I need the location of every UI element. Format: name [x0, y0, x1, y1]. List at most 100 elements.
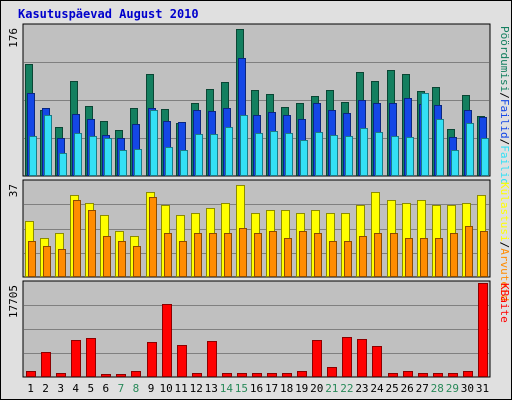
- bar-top-s3-day-25: [391, 136, 399, 176]
- bar-bottom-s1-day-5: [86, 338, 96, 377]
- legend-item-hits: Külastusi: [498, 182, 511, 242]
- xtick-day-25: 25: [385, 382, 398, 395]
- bar-top-s3-day-1: [29, 136, 37, 176]
- bar-middle-s2-day-14: [224, 233, 232, 277]
- bar-bottom-s1-day-16: [252, 373, 262, 377]
- bar-bottom-s1-day-19: [297, 371, 307, 377]
- xtick-day-27: 27: [416, 382, 429, 395]
- legend-separator: /: [498, 92, 511, 99]
- xtick-day-3: 3: [57, 382, 64, 395]
- bar-bottom-s1-day-26: [403, 371, 413, 377]
- xtick-day-8: 8: [133, 382, 140, 395]
- bar-top-s3-day-3: [59, 153, 67, 176]
- bar-bottom-s1-day-12: [192, 373, 202, 377]
- bar-bottom-s1-day-24: [372, 346, 382, 377]
- bar-bottom-s1-day-30: [463, 371, 473, 377]
- bar-middle-s2-day-6: [103, 236, 111, 277]
- bar-top-s3-day-13: [210, 134, 218, 176]
- bar-top-s3-day-16: [255, 133, 263, 176]
- legend-separator: /: [498, 242, 511, 249]
- bar-bottom-s1-day-7: [116, 374, 126, 377]
- xtick-day-28: 28: [431, 382, 444, 395]
- bar-middle-s2-day-26: [405, 238, 413, 277]
- xtick-day-14: 14: [220, 382, 234, 395]
- bar-bottom-s1-day-31: [478, 283, 488, 377]
- bar-bottom-s1-day-21: [327, 367, 337, 377]
- bar-middle-s2-day-19: [299, 231, 307, 277]
- bar-bottom-s1-day-17: [267, 373, 277, 377]
- bar-top-s3-day-12: [195, 134, 203, 176]
- bar-bottom-s1-day-3: [56, 373, 66, 377]
- bar-middle-s2-day-11: [179, 241, 187, 277]
- bar-top-s3-day-15: [240, 115, 248, 176]
- xtick-day-18: 18: [280, 382, 293, 395]
- bar-middle-s2-day-23: [359, 236, 367, 277]
- xtick-day-7: 7: [118, 382, 125, 395]
- bar-middle-s2-day-16: [254, 233, 262, 277]
- xtick-day-2: 2: [42, 382, 49, 395]
- bar-top-s3-day-5: [89, 136, 97, 176]
- legend-item-files: Failid: [498, 145, 511, 185]
- xtick-day-13: 13: [205, 382, 218, 395]
- ytick-middle: 37: [7, 184, 20, 197]
- bar-middle-s2-day-27: [420, 238, 428, 277]
- bar-middle-s2-day-7: [118, 241, 126, 277]
- chart-title: Kasutuspäevad August 2010: [18, 7, 199, 21]
- bar-middle-s2-day-10: [164, 233, 172, 277]
- xtick-day-15: 15: [235, 382, 248, 395]
- bar-bottom-s1-day-18: [282, 373, 292, 377]
- bar-top-s3-day-6: [104, 138, 112, 176]
- bar-top-s3-day-28: [436, 119, 444, 176]
- xtick-day-20: 20: [310, 382, 323, 395]
- xtick-day-31: 31: [476, 382, 489, 395]
- bar-top-s3-day-23: [360, 128, 368, 176]
- bar-bottom-s1-day-9: [147, 342, 157, 377]
- bar-top-s3-day-30: [466, 123, 474, 176]
- xtick-day-4: 4: [72, 382, 79, 395]
- bar-bottom-s1-day-14: [222, 373, 232, 377]
- bar-middle-s2-day-8: [133, 246, 141, 277]
- bar-middle-s2-day-28: [435, 238, 443, 277]
- bar-middle-s2-day-18: [284, 238, 292, 277]
- bar-bottom-s1-day-28: [433, 373, 443, 377]
- legend-item-sites: Arvuteid: [498, 248, 511, 301]
- bar-middle-s2-day-2: [43, 246, 51, 277]
- legend-item-kbytes: KBaite: [498, 283, 511, 323]
- bar-bottom-s1-day-6: [101, 374, 111, 377]
- bar-middle-s2-day-4: [73, 200, 81, 277]
- xtick-day-22: 22: [340, 382, 353, 395]
- bar-top-s3-day-2: [44, 115, 52, 176]
- legend-top: Pöördumisi/Failid/Failid: [498, 26, 511, 185]
- bar-top-s3-day-8: [134, 149, 142, 176]
- bar-top-s3-day-7: [119, 150, 127, 176]
- bar-middle-s2-day-15: [239, 228, 247, 277]
- bar-bottom-s1-day-20: [312, 340, 322, 377]
- xtick-day-30: 30: [461, 382, 474, 395]
- legend-item-visits: Pöördumisi: [498, 26, 511, 92]
- bar-bottom-s1-day-23: [357, 339, 367, 377]
- bar-middle-s2-day-29: [450, 233, 458, 277]
- bar-top-s3-day-10: [165, 147, 173, 176]
- bar-middle-s2-day-20: [314, 233, 322, 277]
- xtick-day-23: 23: [355, 382, 368, 395]
- legend-item-pages: Failid: [498, 99, 511, 139]
- bar-bottom-s1-day-11: [177, 345, 187, 377]
- bar-middle-s2-day-22: [344, 241, 352, 277]
- xtick-day-9: 9: [148, 382, 155, 395]
- bar-middle-s2-day-13: [209, 233, 217, 277]
- xtick-day-12: 12: [190, 382, 203, 395]
- xtick-day-5: 5: [87, 382, 94, 395]
- bar-top-s3-day-24: [375, 132, 383, 176]
- bar-top-s3-day-29: [451, 150, 459, 176]
- xtick-day-21: 21: [325, 382, 338, 395]
- xtick-day-19: 19: [295, 382, 308, 395]
- bar-middle-s2-day-9: [149, 197, 157, 277]
- bar-middle-s2-day-24: [374, 233, 382, 277]
- bar-middle-s2-day-12: [194, 233, 202, 277]
- xtick-day-24: 24: [370, 382, 384, 395]
- bar-top-s3-day-31: [481, 138, 489, 176]
- xtick-day-10: 10: [159, 382, 172, 395]
- bar-top-s3-day-22: [345, 136, 353, 176]
- bar-top-s3-day-14: [225, 127, 233, 176]
